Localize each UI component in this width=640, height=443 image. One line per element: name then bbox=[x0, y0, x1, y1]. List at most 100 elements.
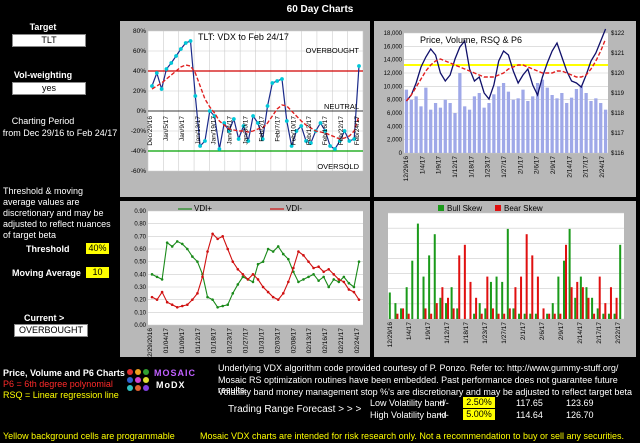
bull-skew-bar bbox=[562, 260, 565, 319]
y-tick-label: 0.60 bbox=[134, 247, 146, 253]
vdx-point bbox=[256, 121, 260, 125]
bull-skew-bar bbox=[433, 234, 436, 319]
ma-input[interactable]: 10 bbox=[86, 267, 109, 278]
x-tick-label: 01/31/17 bbox=[258, 328, 265, 354]
vdx-point bbox=[342, 129, 347, 133]
bull-skew-bar bbox=[591, 297, 594, 319]
vdi-plus-point bbox=[216, 305, 219, 309]
bear-skew-bar bbox=[542, 308, 545, 319]
vdi-minus-point bbox=[287, 280, 290, 284]
bear-skew-bar bbox=[609, 287, 612, 319]
vdx-point bbox=[328, 144, 333, 148]
vdx-point bbox=[289, 144, 294, 148]
x-tick-label: 2/24/17 bbox=[599, 156, 606, 178]
bear-skew-bar bbox=[475, 297, 478, 319]
x-tick-label: 1/4/17 bbox=[406, 322, 413, 340]
bear-skew-bar bbox=[508, 308, 511, 319]
high-band-upper: 126.70 bbox=[566, 410, 594, 420]
x-tick-label: 01/18/17 bbox=[211, 328, 218, 354]
bear-skew-bar bbox=[441, 287, 444, 319]
bear-skew-bar bbox=[486, 276, 489, 319]
low-band-pct[interactable]: 2.50% bbox=[463, 397, 495, 408]
x-tick-label: 1/9/17 bbox=[425, 322, 432, 340]
vdx-point bbox=[260, 137, 265, 141]
bull-skew-bar bbox=[456, 308, 459, 319]
price-volume-chart: 18,000 16,000 14,000 12,000 10,000 8,000 6,000… bbox=[384, 28, 625, 181]
bear-skew-bar bbox=[565, 244, 568, 319]
x-tick-label: 2/1/17 bbox=[517, 156, 524, 174]
x-tick-label: 02/13/17 bbox=[306, 328, 313, 354]
y-tick-label: 16,000 bbox=[384, 44, 403, 50]
bear-skew-bar bbox=[536, 276, 539, 319]
vdi-minus-point bbox=[327, 267, 331, 271]
vdx-point bbox=[159, 87, 164, 91]
volume-bar bbox=[526, 101, 530, 153]
threshold-input[interactable]: 40% bbox=[86, 243, 109, 254]
y-tick-label: 0 bbox=[399, 151, 403, 157]
bull-skew-bar bbox=[473, 313, 476, 319]
volume-bar bbox=[531, 96, 535, 153]
vdi-minus-point bbox=[271, 295, 275, 299]
x-tick-label: Jan/13/17 bbox=[195, 116, 202, 145]
y-tick-label: 8,000 bbox=[387, 98, 403, 104]
y-tick-label: 80% bbox=[133, 28, 146, 35]
vdx-point bbox=[193, 94, 198, 98]
vdi-plus-point bbox=[261, 260, 265, 263]
legend-bear-swatch bbox=[495, 205, 501, 211]
high-band-label: High Volatility band bbox=[370, 410, 447, 420]
y-tick-label: 0.20 bbox=[134, 298, 146, 304]
bear-skew-bar bbox=[559, 313, 562, 319]
x-tick-label: Feb/10/17 bbox=[290, 116, 297, 146]
bear-skew-bar bbox=[480, 313, 483, 319]
volume-bar bbox=[579, 86, 583, 153]
legend-vdi-minus: VDI- bbox=[286, 204, 302, 213]
vdi-minus-point bbox=[206, 250, 209, 253]
vdi-minus-point bbox=[297, 250, 300, 253]
vdx-point bbox=[318, 121, 323, 125]
vdi-minus-point bbox=[196, 292, 199, 295]
high-band-pm: +/- bbox=[438, 410, 449, 420]
volw-input[interactable]: yes bbox=[12, 82, 86, 95]
vdx-point bbox=[178, 47, 183, 51]
y-tick-label: -60% bbox=[131, 168, 146, 175]
vdi-plus-point bbox=[337, 280, 341, 284]
x-tick-label: 02/03/17 bbox=[274, 328, 281, 354]
bear-skew-bar bbox=[458, 255, 461, 319]
bull-skew-bar bbox=[388, 292, 391, 319]
x-tick-label: 2/1/17 bbox=[520, 322, 527, 340]
vdi-plus-point bbox=[287, 257, 290, 261]
vdi-minus-point bbox=[302, 254, 305, 257]
x-tick-label: 2/6/17 bbox=[534, 156, 541, 174]
disclaimer: Mosaic VDX charts are intended for risk … bbox=[200, 431, 625, 441]
vdx-point bbox=[251, 114, 255, 118]
vdi-plus-point bbox=[302, 278, 305, 281]
volume-bar bbox=[506, 91, 511, 153]
volume-bar bbox=[448, 103, 452, 153]
bull-skew-bar bbox=[534, 313, 537, 319]
y-tick-label: 40% bbox=[133, 68, 146, 75]
vdi-minus-point bbox=[337, 278, 341, 281]
volw-label: Vol-weighting bbox=[13, 70, 73, 80]
x-tick-label: 01/12/17 bbox=[195, 328, 202, 354]
vdi-plus-point bbox=[256, 262, 260, 266]
plot-area bbox=[148, 211, 363, 325]
volume-bar bbox=[414, 96, 418, 153]
x-tick-label: 1/12/17 bbox=[444, 322, 451, 344]
bear-skew-bar bbox=[396, 313, 399, 319]
low-band-lower: 117.65 bbox=[516, 398, 543, 408]
vdi-plus-point bbox=[332, 278, 336, 281]
high-band-pct[interactable]: 5.00% bbox=[463, 409, 495, 420]
target-input[interactable]: TLT bbox=[12, 34, 86, 47]
vdx-point bbox=[284, 119, 289, 123]
ma-label: Moving Average bbox=[12, 268, 81, 278]
vdi-minus-point bbox=[266, 290, 270, 294]
x-tick-label: Feb/7/17 bbox=[274, 116, 281, 142]
vdi-plus-point bbox=[312, 273, 315, 276]
legend-title: Price, Volume and P6 Charts bbox=[3, 368, 125, 378]
vdi-plus-point bbox=[347, 281, 351, 285]
vdx-point bbox=[222, 121, 227, 125]
vdi-minus-point bbox=[322, 270, 325, 274]
x-tick-label: 1/23/17 bbox=[485, 156, 492, 178]
y-tick-label: 12,000 bbox=[384, 71, 403, 77]
volume-bar bbox=[477, 93, 481, 153]
